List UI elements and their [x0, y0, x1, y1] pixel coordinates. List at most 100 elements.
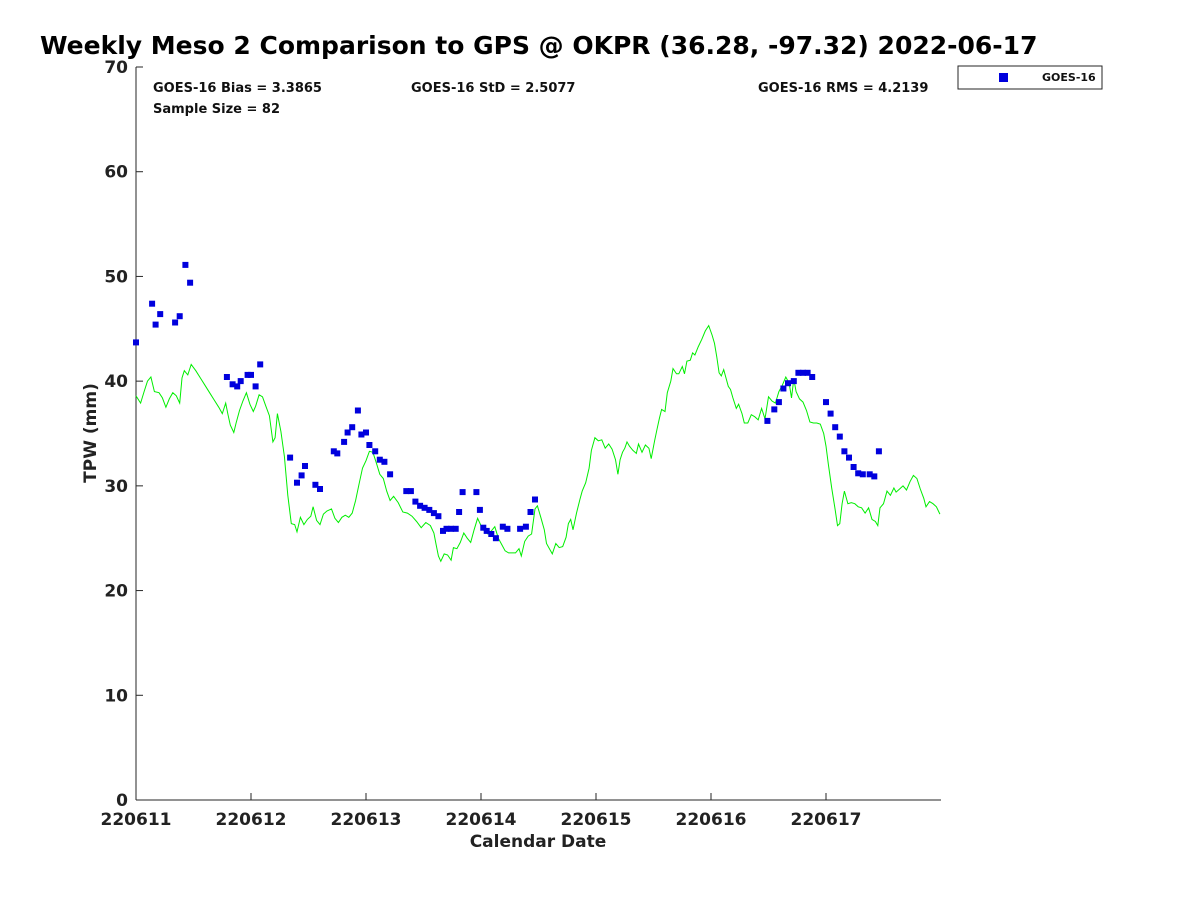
goes16-point — [785, 380, 791, 387]
goes16-point — [443, 525, 450, 532]
goes16-point — [287, 454, 294, 461]
goes16-point — [412, 498, 419, 505]
legend-marker-goes16 — [999, 73, 1008, 82]
goes16-point — [381, 458, 388, 465]
goes16-point — [473, 489, 480, 496]
goes16-point — [426, 506, 433, 513]
goes16-point — [795, 369, 802, 376]
goes16-point — [157, 311, 164, 318]
goes16-point — [456, 509, 463, 515]
goes16-point — [440, 527, 446, 534]
goes16-point — [448, 525, 455, 532]
x-tick-label: 220615 — [561, 810, 632, 830]
goes16-point — [866, 471, 873, 478]
y-axis-label: TPW (mm) — [81, 383, 101, 483]
gps-line — [135, 324, 941, 563]
series-layer — [133, 261, 941, 563]
goes16-point — [823, 399, 829, 406]
goes16-point — [836, 433, 843, 440]
y-tick-label: 70 — [104, 58, 128, 78]
goes16-point — [149, 300, 156, 307]
x-tick-label: 220612 — [216, 810, 287, 830]
goes16-point — [334, 450, 341, 457]
stat-std: GOES-16 StD = 2.5077 — [411, 81, 575, 96]
goes16-point — [850, 464, 857, 470]
x-tick-label: 220611 — [101, 810, 172, 830]
goes16-point — [341, 438, 348, 445]
goes16-point — [517, 525, 524, 532]
goes16-point — [257, 361, 264, 368]
goes16-point — [452, 525, 459, 532]
goes16-point — [417, 502, 424, 509]
goes16-point — [476, 506, 483, 513]
y-tick-label: 50 — [104, 267, 128, 287]
x-ticks: 220611 220612 220613 220614 220615 220616 2206… — [101, 793, 861, 830]
x-tick-label: 220614 — [446, 810, 517, 830]
y-tick-label: 10 — [104, 686, 128, 706]
stat-rms: GOES-16 RMS = 4.2139 — [758, 81, 928, 96]
goes16-point — [480, 524, 487, 531]
goes16-point — [244, 371, 251, 378]
goes16-point — [294, 479, 300, 486]
x-tick-label: 220616 — [676, 810, 747, 830]
stat-sample-size: Sample Size = 82 — [153, 102, 280, 117]
goes16-point — [229, 381, 236, 388]
goes16-point — [846, 454, 852, 461]
goes16-point — [532, 496, 538, 503]
goes16-point — [182, 261, 189, 268]
goes16-point — [800, 369, 806, 376]
goes16-point — [237, 378, 244, 385]
plot-background — [136, 67, 941, 800]
goes16-point — [407, 488, 414, 495]
goes16-point — [344, 429, 351, 436]
x-axis-label: Calendar Date — [470, 832, 607, 852]
goes16-point — [366, 442, 373, 448]
legend: GOES-16 — [957, 65, 1103, 90]
goes16-point — [330, 448, 337, 455]
goes16-point — [176, 313, 183, 320]
legend-label-goes16: GOES-16 — [1042, 71, 1096, 84]
goes16-point — [775, 399, 782, 406]
goes16-point — [492, 535, 499, 542]
goes16-point — [376, 456, 383, 463]
goes16-point — [504, 525, 511, 532]
y-tick-label: 60 — [104, 163, 128, 183]
goes16-point — [790, 378, 797, 385]
chart-title: Weekly Meso 2 Comparison to GPS @ OKPR (… — [40, 31, 1037, 60]
goes16-point — [435, 513, 442, 520]
goes16-point — [187, 279, 194, 286]
goes16-point — [809, 374, 816, 380]
goes16-point — [859, 471, 866, 478]
goes16-point — [372, 448, 379, 455]
goes16-point — [312, 481, 319, 488]
goes16-point — [421, 504, 428, 511]
goes16-point — [152, 321, 159, 328]
stat-bias: GOES-16 Bias = 3.3865 — [153, 81, 322, 96]
goes16-point — [172, 319, 179, 326]
goes16-point — [248, 371, 254, 378]
goes16-point — [354, 407, 361, 414]
goes16-point — [133, 339, 139, 346]
plot-area — [136, 67, 941, 800]
y-tick-label: 40 — [104, 372, 128, 392]
x-tick-label: 220613 — [331, 810, 402, 830]
goes16-point — [841, 448, 848, 455]
goes16-point — [234, 383, 241, 390]
y-tick-label: 20 — [104, 582, 128, 602]
goes16-point — [764, 417, 771, 424]
goes16-point — [363, 429, 369, 436]
y-ticks: 0 10 20 30 40 50 60 70 — [104, 58, 143, 811]
goes16-point — [780, 385, 787, 392]
goes16-point — [804, 369, 811, 376]
goes16-point — [871, 473, 878, 480]
goes16-point — [298, 472, 305, 479]
goes16-point — [771, 406, 778, 413]
goes16-point — [387, 471, 394, 478]
goes16-point — [499, 523, 506, 530]
goes16-point — [302, 463, 308, 469]
goes16-point — [317, 486, 323, 492]
goes16-point — [349, 424, 356, 431]
goes16-point — [832, 424, 839, 431]
goes16-point — [252, 383, 259, 390]
